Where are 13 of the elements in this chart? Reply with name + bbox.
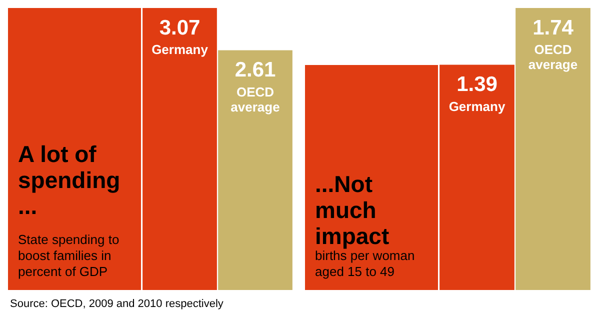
x-tick-label: OECD average (230, 84, 280, 114)
source-note: Source: OECD, 2009 and 2010 respectively (10, 298, 224, 310)
data-label: 3.07 (159, 16, 200, 40)
x-tick-label: Germany (448, 98, 506, 114)
x-tick-label: OECD average (528, 42, 578, 72)
x-tick-label: Germany (152, 42, 209, 58)
data-label: 2.61 (234, 58, 276, 82)
data-label: 1.74 (532, 16, 574, 40)
text: ...Not much impact (315, 170, 390, 249)
text: births per woman aged 15 to 49 (315, 248, 416, 280)
data-label: 1.39 (456, 73, 498, 96)
text: A lot of spending ... (18, 140, 122, 219)
text: State spending to boost families in percent of GDP (18, 232, 120, 280)
